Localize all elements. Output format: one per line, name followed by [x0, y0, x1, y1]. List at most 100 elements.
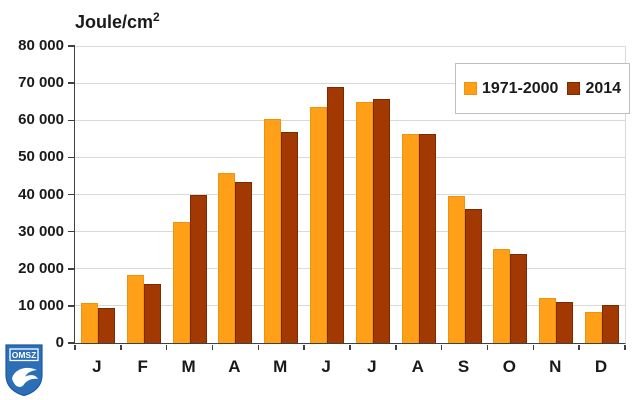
legend-label-1971-2000: 1971-2000	[481, 79, 559, 97]
month-group-5	[258, 46, 304, 343]
legend-item-1971-2000: 1971-2000	[463, 79, 559, 98]
y-axis-tick-0	[68, 342, 75, 344]
x-axis-label-4: A	[228, 357, 241, 376]
x-axis-label-7: J	[367, 357, 377, 376]
x-axis-label-1: J	[92, 357, 102, 376]
gridline-30000	[75, 231, 625, 233]
bar-1971-2000-month-1	[80, 302, 98, 343]
y-axis-label-50000: 50 000	[18, 148, 64, 166]
bar-1971-2000-month-5	[264, 119, 282, 343]
y-axis-tick-60000	[68, 119, 75, 121]
bar-1971-2000-month-9	[447, 196, 465, 343]
y-axis-label-0: 0	[55, 334, 64, 351]
x-axis-tick-3	[211, 344, 214, 350]
x-axis-label-8: A	[411, 357, 424, 376]
x-axis-tick-5	[303, 344, 305, 350]
month-group-10	[488, 46, 534, 343]
y-axis-tick-30000	[68, 230, 75, 233]
bar-2014-month-10	[510, 253, 528, 343]
x-axis-label-9: S	[457, 357, 470, 376]
bar-1971-2000-month-4	[218, 172, 236, 343]
y-axis-tick-80000	[68, 45, 75, 47]
bar-1971-2000-month-6	[310, 106, 328, 343]
y-axis-label-70000: 70 000	[18, 74, 64, 92]
bar-2014-month-8	[418, 133, 436, 343]
y-axis-tick-20000	[68, 268, 75, 270]
y-axis-tick-70000	[68, 82, 75, 84]
y-axis-tick-10000	[68, 305, 75, 307]
legend: 1971-2000 2014	[455, 63, 630, 114]
month-group-4	[213, 46, 259, 343]
bar-1971-2000-month-10	[493, 249, 511, 343]
x-axis-tick-8	[440, 344, 443, 350]
gridline-10000	[75, 305, 625, 307]
x-axis-tick-9	[486, 344, 489, 350]
omsz-logo: OMSZ	[5, 344, 43, 397]
omsz-logo-wave-dot	[16, 372, 20, 376]
bar-1971-2000-month-12	[585, 311, 603, 343]
legend-label-2014: 2014	[585, 79, 622, 97]
month-group-2	[121, 46, 167, 343]
bar-2014-month-6	[327, 86, 345, 343]
gridline-60000	[75, 119, 625, 121]
x-axis-tick-1	[120, 344, 122, 350]
x-axis-tick-11	[578, 344, 580, 350]
y-axis-tick-40000	[68, 193, 75, 196]
bar-2014-month-12	[602, 304, 620, 343]
month-group-12	[579, 46, 625, 343]
y-axis-label-20000: 20 000	[18, 259, 64, 277]
x-axis-label-12: D	[594, 357, 608, 376]
month-group-3	[167, 46, 213, 343]
bar-2014-month-4	[235, 181, 253, 343]
x-axis-label-11: N	[549, 357, 562, 376]
x-axis-label-2: F	[137, 357, 148, 376]
x-axis-tick-12	[624, 344, 626, 350]
legend-item-2014: 2014	[567, 80, 621, 98]
bar-2014-month-2	[143, 283, 161, 343]
x-axis-label-5: M	[273, 357, 288, 376]
bar-2014-month-5	[281, 131, 299, 343]
bar-1971-2000-month-11	[539, 298, 557, 343]
chart-title: Joule/cm2	[75, 10, 160, 33]
y-axis-label-60000: 60 000	[18, 111, 64, 129]
bar-2014-month-7	[372, 99, 390, 343]
month-group-1	[75, 46, 121, 343]
legend-swatch-1971-2000	[463, 82, 477, 95]
y-axis-tick-50000	[68, 156, 75, 159]
y-axis-label-80000: 80 000	[18, 37, 64, 54]
bar-2014-month-1	[97, 308, 115, 343]
bar-1971-2000-month-7	[355, 102, 373, 343]
x-axis-tick-6	[349, 344, 351, 350]
plot-area	[68, 45, 626, 350]
x-axis-tick-7	[395, 344, 397, 350]
bar-1971-2000-month-3	[172, 221, 190, 343]
bar-2014-month-3	[189, 195, 207, 343]
month-group-9	[442, 46, 488, 343]
x-axis-label-3: M	[181, 357, 196, 376]
month-group-11	[533, 46, 579, 343]
omsz-logo-text: OMSZ	[12, 350, 37, 360]
x-axis-label-10: O	[502, 357, 517, 376]
gridline-40000	[75, 194, 625, 195]
gridline-80000	[75, 45, 625, 47]
month-group-7	[350, 46, 396, 343]
bar-1971-2000-month-2	[126, 275, 144, 343]
x-axis-tick-0	[74, 344, 76, 350]
x-axis-label-6: J	[321, 357, 331, 376]
x-axis-tick-4	[257, 344, 260, 350]
gridline-20000	[75, 268, 625, 270]
bar-2014-month-9	[464, 209, 482, 343]
y-axis-label-10000: 10 000	[18, 296, 64, 314]
month-group-6	[304, 46, 350, 343]
x-axis-tick-2	[165, 344, 168, 350]
bar-1971-2000-month-8	[401, 133, 419, 343]
legend-swatch-2014	[567, 82, 581, 95]
gridline-50000	[75, 156, 625, 158]
chart-title-text: Joule/cm	[75, 12, 154, 32]
y-axis-label-30000: 30 000	[18, 222, 64, 240]
y-axis-label-40000: 40 000	[18, 185, 64, 203]
gridline-70000	[75, 82, 625, 84]
x-axis-tick-10	[532, 344, 535, 350]
